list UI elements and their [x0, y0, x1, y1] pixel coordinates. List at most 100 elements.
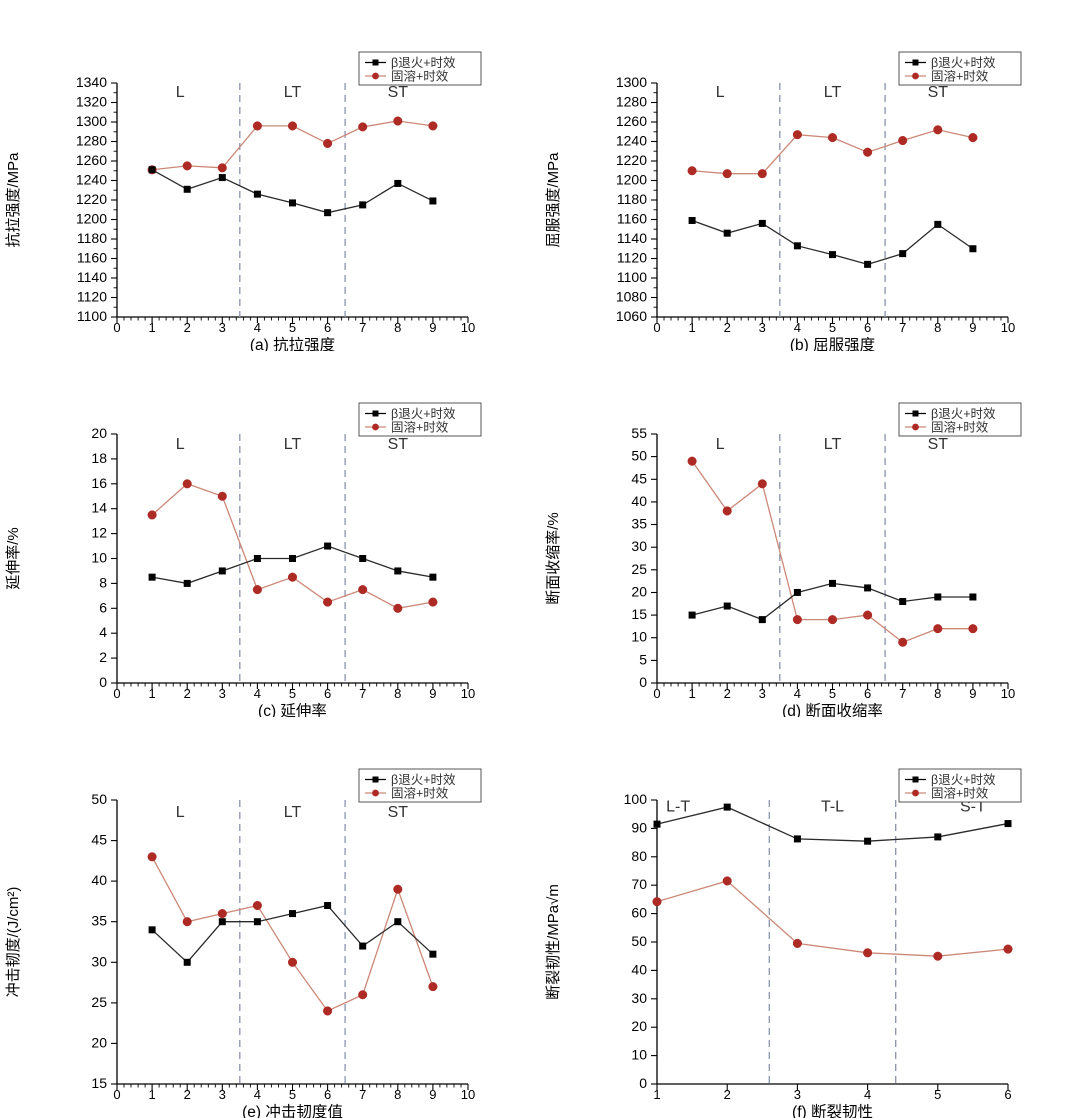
- svg-text:8: 8: [934, 320, 941, 335]
- svg-text:12: 12: [91, 525, 107, 541]
- svg-text:1: 1: [688, 686, 695, 701]
- svg-text:1: 1: [653, 1087, 660, 1102]
- svg-text:8: 8: [394, 686, 401, 701]
- svg-text:6: 6: [324, 320, 331, 335]
- svg-text:1100: 1100: [77, 308, 107, 324]
- svg-text:55: 55: [631, 425, 647, 441]
- svg-text:5: 5: [934, 1087, 941, 1102]
- svg-text:20: 20: [91, 1034, 107, 1050]
- svg-text:冲击韧度/(J/cm²): 冲击韧度/(J/cm²): [5, 887, 22, 998]
- svg-text:(e) 冲击韧度值: (e) 冲击韧度值: [242, 1103, 343, 1118]
- svg-text:10: 10: [461, 1087, 475, 1102]
- svg-text:1280: 1280: [616, 94, 647, 110]
- svg-text:4: 4: [99, 624, 107, 640]
- svg-text:1: 1: [688, 320, 695, 335]
- svg-text:10: 10: [631, 629, 647, 645]
- svg-text:1120: 1120: [617, 250, 647, 266]
- svg-text:延伸率/%: 延伸率/%: [5, 527, 22, 590]
- svg-text:L: L: [716, 84, 725, 101]
- svg-text:9: 9: [429, 320, 436, 335]
- svg-text:7: 7: [359, 320, 366, 335]
- svg-text:1: 1: [148, 320, 155, 335]
- svg-text:L-T: L-T: [666, 798, 690, 815]
- svg-text:T-L: T-L: [821, 798, 844, 815]
- svg-text:5: 5: [289, 320, 296, 335]
- svg-text:0: 0: [113, 1087, 120, 1102]
- svg-text:0: 0: [639, 674, 647, 690]
- svg-text:3: 3: [759, 320, 766, 335]
- svg-text:1200: 1200: [76, 211, 107, 227]
- svg-text:9: 9: [429, 686, 436, 701]
- svg-text:3: 3: [219, 320, 226, 335]
- svg-text:25: 25: [631, 561, 647, 577]
- svg-text:L: L: [176, 84, 185, 101]
- svg-text:固溶+时效: 固溶+时效: [931, 69, 989, 84]
- svg-text:40: 40: [91, 872, 107, 888]
- svg-text:ST: ST: [388, 804, 409, 821]
- svg-text:0: 0: [113, 686, 120, 701]
- svg-text:L: L: [176, 804, 185, 821]
- svg-text:8: 8: [99, 574, 107, 590]
- svg-text:1180: 1180: [77, 230, 107, 246]
- svg-text:1060: 1060: [616, 308, 647, 324]
- svg-text:10: 10: [461, 686, 475, 701]
- svg-text:0: 0: [99, 674, 107, 690]
- svg-text:80: 80: [631, 848, 647, 864]
- svg-text:50: 50: [631, 448, 647, 464]
- svg-text:4: 4: [254, 320, 261, 335]
- svg-text:70: 70: [631, 876, 647, 892]
- svg-text:β退火+时效: β退火+时效: [931, 406, 996, 421]
- svg-text:β退火+时效: β退火+时效: [931, 55, 996, 70]
- svg-text:LT: LT: [284, 804, 302, 821]
- svg-text:1100: 1100: [617, 269, 647, 285]
- svg-text:固溶+时效: 固溶+时效: [391, 69, 449, 84]
- svg-text:15: 15: [91, 1075, 107, 1091]
- svg-text:14: 14: [91, 500, 107, 516]
- svg-text:1140: 1140: [617, 230, 647, 246]
- svg-text:1220: 1220: [76, 191, 107, 207]
- svg-text:2: 2: [184, 686, 191, 701]
- svg-text:3: 3: [794, 1087, 801, 1102]
- svg-text:35: 35: [631, 516, 647, 532]
- svg-text:1240: 1240: [616, 133, 647, 149]
- svg-text:LT: LT: [284, 84, 302, 101]
- svg-text:1080: 1080: [616, 289, 647, 305]
- svg-text:40: 40: [631, 961, 647, 977]
- svg-text:断裂韧性/MPa√m: 断裂韧性/MPa√m: [545, 884, 562, 1000]
- svg-text:9: 9: [969, 320, 976, 335]
- svg-text:6: 6: [324, 1087, 331, 1102]
- svg-text:4: 4: [864, 1087, 871, 1102]
- svg-text:ST: ST: [388, 436, 409, 453]
- svg-text:90: 90: [631, 819, 647, 835]
- svg-text:0: 0: [639, 1075, 647, 1091]
- svg-text:3: 3: [759, 686, 766, 701]
- svg-text:20: 20: [631, 1018, 647, 1034]
- svg-text:3: 3: [219, 686, 226, 701]
- svg-text:5: 5: [289, 686, 296, 701]
- svg-text:10: 10: [631, 1047, 647, 1063]
- svg-text:固溶+时效: 固溶+时效: [931, 786, 989, 801]
- svg-text:1: 1: [148, 686, 155, 701]
- svg-text:1120: 1120: [77, 289, 107, 305]
- svg-text:L: L: [176, 436, 185, 453]
- svg-text:抗拉强度/MPa: 抗拉强度/MPa: [5, 152, 22, 248]
- svg-text:7: 7: [359, 1087, 366, 1102]
- svg-text:4: 4: [254, 686, 261, 701]
- svg-text:10: 10: [1001, 686, 1015, 701]
- svg-text:5: 5: [829, 320, 836, 335]
- svg-text:β退火+时效: β退火+时效: [931, 772, 996, 787]
- svg-text:30: 30: [631, 538, 647, 554]
- svg-text:LT: LT: [824, 436, 842, 453]
- svg-text:(f) 断裂韧性: (f) 断裂韧性: [792, 1103, 873, 1118]
- svg-text:16: 16: [91, 475, 107, 491]
- svg-text:40: 40: [631, 493, 647, 509]
- svg-text:2: 2: [184, 1087, 191, 1102]
- svg-text:0: 0: [113, 320, 120, 335]
- svg-text:30: 30: [631, 990, 647, 1006]
- svg-text:1: 1: [148, 1087, 155, 1102]
- svg-text:5: 5: [289, 1087, 296, 1102]
- svg-text:LT: LT: [824, 84, 842, 101]
- svg-text:8: 8: [394, 1087, 401, 1102]
- svg-text:LT: LT: [284, 436, 302, 453]
- svg-text:7: 7: [899, 320, 906, 335]
